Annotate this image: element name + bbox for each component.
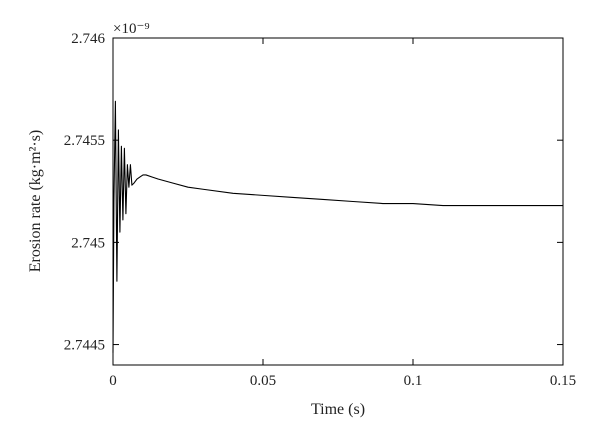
x-axis-label: Time (s) [311,401,365,418]
x-axis-ticks: 0 0.05 0.1 0.15 [109,38,576,389]
y-tick-label: 2.7445 [64,338,105,354]
y-axis-ticks: 2.7445 2.745 2.7455 2.746 [64,31,563,354]
x-tick-label: 0.05 [250,373,276,389]
plot-area-frame [112,37,564,366]
y-tick-label: 2.746 [71,31,105,47]
x-tick-label: 0 [109,373,117,389]
x-tick-label: 0.1 [404,373,423,389]
y-axis-exponent-label: ×10⁻⁹ [113,21,150,37]
y-tick-label: 2.7455 [64,133,105,149]
series-layer [112,100,563,353]
x-tick-label: 0.15 [550,373,576,389]
series-line [112,100,563,353]
y-tick-label: 2.745 [71,235,105,251]
y-axis-label: Erosion rate (kg·m²·s) [27,130,44,273]
